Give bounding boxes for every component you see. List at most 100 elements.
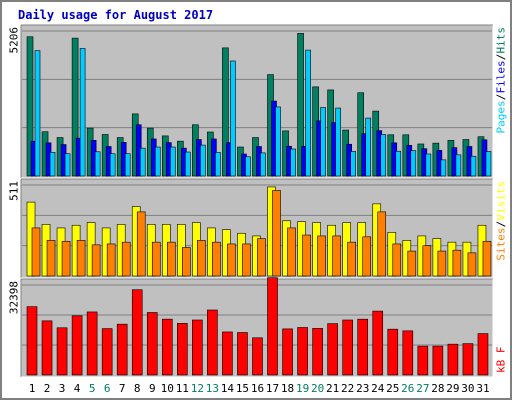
top-panel-pages-bar-day-8 [139,147,146,177]
middle-panel-sites-bar-day-23 [362,236,372,277]
middle-panel-legend-separator: / [495,221,508,228]
top-panel-pages-bar-day-31 [485,151,492,177]
top-panel-pages-bar-day-2 [49,152,56,177]
middle-panel-sites-bar-day-18 [287,227,296,277]
bottom-panel-kbytes-bar-day-29 [447,343,459,376]
top-panel-pages-bar-day-14 [230,60,236,177]
x-axis-day-label-18: 18 [281,382,294,395]
middle-panel-ymax-label: 511 [8,181,21,201]
top-panel-legend-separator: / [495,94,508,101]
top-panel-pages-bar-day-27 [425,153,432,177]
bottom-panel-legend: kB F [495,347,508,374]
middle-panel-sites-bar-day-29 [452,249,462,277]
x-axis-day-label-3: 3 [59,382,66,395]
middle-panel-sites-bar-day-12 [197,240,206,277]
top-panel-legend-hits: Hits [495,27,508,54]
top-panel-pages-bar-day-10 [169,146,176,177]
middle-panel-sites-bar-day-7 [121,241,131,277]
top-panel-pages-bar-day-23 [365,117,372,177]
bottom-panel-kbytes-bar-day-1 [26,306,38,376]
top-panel-pages-bar-day-11 [185,151,191,177]
x-axis-day-label-14: 14 [221,382,235,395]
x-axis-day-label-6: 6 [104,382,111,395]
x-axis-day-label-8: 8 [134,382,141,395]
x-axis-day-label-30: 30 [461,382,474,395]
middle-panel-sites-bar-day-9 [151,241,161,277]
bottom-panel-kbytes-bar-day-10 [161,318,173,376]
middle-panel-sites-bar-day-17 [272,190,281,277]
top-panel-ymax-label: 5206 [8,27,21,54]
x-axis-day-label-27: 27 [416,382,429,395]
middle-panel-sites-bar-day-31 [482,240,492,277]
bottom-panel-legend-kbytes: kB F [495,347,508,374]
top-panel-pages-bar-day-18 [290,148,296,177]
x-axis-day-label-12: 12 [191,382,204,395]
bottom-panel-kbytes-bar-day-23 [357,318,369,376]
middle-panel-sites-bar-day-22 [347,241,356,277]
middle-panel-sites-bar-day-6 [106,243,116,277]
top-panel-hits-bar-day-1 [26,36,34,177]
bottom-panel-kbytes-bar-day-2 [41,320,53,376]
top-panel-legend: Hits/Files/Pages [495,27,508,134]
bottom-panel-kbytes-bar-day-13 [207,309,218,376]
middle-panel-sites-bar-day-10 [166,241,176,277]
bottom-panel-kbytes-bar-day-9 [146,312,158,376]
bottom-panel-kbytes-bar-day-17 [267,277,278,376]
x-axis-day-label-15: 15 [236,382,249,395]
middle-panel-sites-bar-day-8 [136,211,146,277]
x-axis-day-label-11: 11 [176,382,189,395]
x-axis-labels: 1 2 3 4 5 6 7 8 9 10 11 12 13 14 15 16 17 18 19 20 21 22 23 24 2… [29,382,490,395]
bottom-panel-kbytes-bar-day-7 [116,323,128,376]
x-axis-day-label-23: 23 [356,382,369,395]
middle-panel-legend-visits: Visits [495,181,508,221]
x-axis-day-label-16: 16 [251,382,264,395]
middle-panel-bars [26,186,492,277]
middle-panel-sites-bar-day-25 [392,243,402,277]
top-panel-pages-bar-day-22 [350,151,356,177]
top-panel-pages-bar-day-17 [275,106,281,177]
middle-panel-sites-bar-day-4 [76,240,86,277]
top-panel-pages-bar-day-4 [79,48,86,177]
middle-panel-sites-bar-day-21 [332,235,341,277]
middle-panel-legend: Visits/Sites [495,181,508,261]
top-panel-pages-bar-day-24 [380,134,387,177]
middle-panel-sites-bar-day-2 [46,240,56,277]
bottom-panel-kbytes-bar-day-19 [297,327,308,376]
bottom-panel-kbytes-bar-day-21 [327,323,338,376]
x-axis-day-label-22: 22 [341,382,354,395]
x-axis-day-label-20: 20 [311,382,324,395]
x-axis-day-label-9: 9 [149,382,156,395]
x-axis-day-label-29: 29 [446,382,459,395]
middle-panel-sites-bar-day-26 [407,250,417,277]
bottom-panel-kbytes-bar-day-20 [312,328,323,376]
x-axis-day-label-19: 19 [296,382,309,395]
middle-panel-sites-bar-day-27 [422,245,432,277]
bottom-panel-ymax-label: 32398 [8,281,21,314]
bottom-panel-kbytes-bar-day-18 [282,328,293,376]
top-panel-pages-bar-day-3 [64,153,71,177]
top-panel-hits-bar-day-19 [297,33,304,177]
bottom-panel-kbytes-bar-day-14 [222,331,233,376]
x-axis-day-label-26: 26 [401,382,414,395]
x-axis-day-label-5: 5 [89,382,96,395]
top-panel-pages-bar-day-29 [455,154,462,177]
middle-panel-sites-bar-day-30 [467,252,477,277]
top-panel-legend-files: Files [495,60,508,93]
middle-panel-legend-sites: Sites [495,228,508,261]
top-panel-bars [26,33,492,177]
middle-panel-sites-bar-day-13 [212,241,221,277]
bottom-panel-kbytes-bar-day-8 [131,289,143,376]
bottom-panel-kbytes-bar-day-22 [342,319,353,376]
top-panel-pages-bar-day-20 [320,107,326,177]
x-axis-day-label-1: 1 [29,382,36,395]
middle-panel-sites-bar-day-1 [31,227,41,277]
x-axis-day-label-7: 7 [119,382,126,395]
chart-title: Daily usage for August 2017 [18,8,213,22]
middle-panel-sites-bar-day-28 [437,250,447,277]
bottom-panel-kbytes-bar-day-11 [177,323,188,376]
top-panel-pages-bar-day-13 [215,152,221,177]
top-panel-pages-bar-day-15 [245,156,251,177]
x-axis-day-label-17: 17 [266,382,279,395]
